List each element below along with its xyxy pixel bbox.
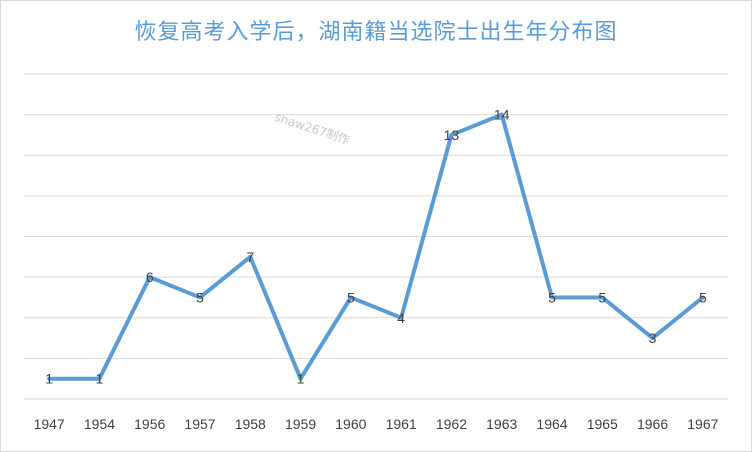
data-label: 14 bbox=[494, 107, 510, 123]
data-point bbox=[449, 132, 454, 137]
data-point bbox=[147, 275, 152, 280]
data-label: 5 bbox=[699, 289, 707, 305]
data-point bbox=[499, 112, 504, 117]
series-line bbox=[47, 112, 705, 381]
x-tick-label: 1947 bbox=[34, 416, 65, 432]
data-label: 4 bbox=[397, 310, 405, 326]
x-tick-label: 1956 bbox=[134, 416, 165, 432]
x-tick-label: 1967 bbox=[687, 416, 718, 432]
data-point bbox=[198, 295, 202, 300]
data-label: 3 bbox=[649, 330, 657, 346]
x-tick-label: 1964 bbox=[536, 416, 567, 432]
x-tick-label: 1957 bbox=[184, 416, 215, 432]
data-point bbox=[600, 295, 605, 300]
gridlines bbox=[24, 73, 728, 400]
x-tick-label: 1959 bbox=[285, 416, 316, 432]
data-point bbox=[650, 336, 655, 341]
x-tick-label: 1966 bbox=[637, 416, 668, 432]
data-label: 1 bbox=[96, 371, 104, 387]
data-label: 5 bbox=[548, 289, 556, 305]
x-tick-label: 1962 bbox=[436, 416, 467, 432]
data-label: 5 bbox=[196, 289, 204, 305]
data-label: 1 bbox=[297, 371, 305, 387]
data-point bbox=[348, 295, 353, 300]
data-label: 6 bbox=[146, 269, 154, 285]
data-labels: 1 1 6 5 7 1 5 4 13 14 5 5 3 5 bbox=[45, 107, 707, 387]
x-tick-label: 1963 bbox=[486, 416, 517, 432]
data-point bbox=[47, 376, 52, 381]
data-point bbox=[700, 295, 705, 300]
data-point bbox=[298, 376, 303, 381]
x-tick-label: 1965 bbox=[587, 416, 618, 432]
data-point bbox=[550, 295, 554, 300]
data-label: 7 bbox=[246, 249, 254, 265]
series-polyline bbox=[49, 112, 705, 381]
data-label: 5 bbox=[598, 289, 606, 305]
data-point bbox=[399, 315, 404, 320]
x-tick-label: 1954 bbox=[84, 416, 115, 432]
x-tick-labels: 1947 1954 1956 1957 1958 1959 1960 1961 1962 1963… bbox=[34, 416, 719, 432]
x-tick-label: 1960 bbox=[335, 416, 366, 432]
x-tick-label: 1958 bbox=[235, 416, 266, 432]
data-label: 13 bbox=[444, 127, 460, 143]
data-label: 1 bbox=[45, 371, 53, 387]
x-tick-label: 1961 bbox=[386, 416, 417, 432]
chart-title: 恢复高考入学后，湖南籍当选院士出生年分布图 bbox=[134, 20, 618, 45]
data-point bbox=[248, 254, 253, 259]
data-label: 5 bbox=[347, 289, 355, 305]
data-point bbox=[97, 376, 102, 381]
